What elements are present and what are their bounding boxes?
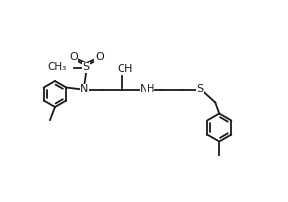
Text: H: H	[124, 63, 132, 74]
Text: H: H	[147, 83, 154, 94]
Text: S: S	[197, 84, 204, 95]
Text: CH₃: CH₃	[47, 62, 66, 73]
Text: N: N	[80, 84, 88, 95]
Text: O: O	[117, 63, 126, 74]
Text: N: N	[140, 84, 148, 95]
Text: O: O	[69, 53, 78, 62]
Text: S: S	[83, 62, 90, 73]
Text: O: O	[95, 53, 104, 62]
